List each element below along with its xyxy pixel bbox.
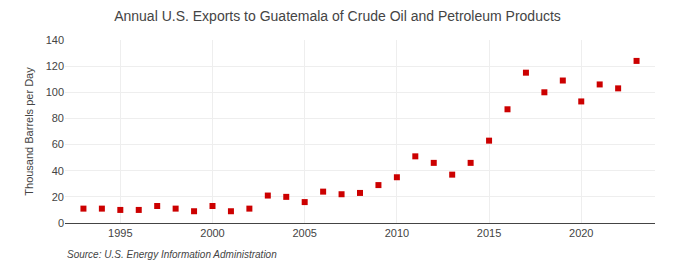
svg-text:2010: 2010 bbox=[385, 227, 409, 239]
svg-text:140: 140 bbox=[46, 34, 64, 46]
svg-text:60: 60 bbox=[52, 138, 64, 150]
svg-text:2005: 2005 bbox=[292, 227, 316, 239]
svg-text:100: 100 bbox=[46, 86, 64, 98]
svg-text:2015: 2015 bbox=[477, 227, 501, 239]
svg-text:120: 120 bbox=[46, 60, 64, 72]
svg-text:Source: U.S. Energy Informatio: Source: U.S. Energy Information Administ… bbox=[67, 249, 277, 260]
svg-text:40: 40 bbox=[52, 165, 64, 177]
svg-text:20: 20 bbox=[52, 191, 64, 203]
svg-text:2020: 2020 bbox=[569, 227, 593, 239]
svg-text:1995: 1995 bbox=[108, 227, 132, 239]
svg-text:Thousand Barrels per Day: Thousand Barrels per Day bbox=[23, 67, 35, 196]
svg-text:Annual U.S. Exports to Guatema: Annual U.S. Exports to Guatemala of Crud… bbox=[114, 8, 561, 24]
svg-text:2000: 2000 bbox=[200, 227, 224, 239]
svg-text:80: 80 bbox=[52, 112, 64, 124]
svg-text:0: 0 bbox=[58, 217, 64, 229]
